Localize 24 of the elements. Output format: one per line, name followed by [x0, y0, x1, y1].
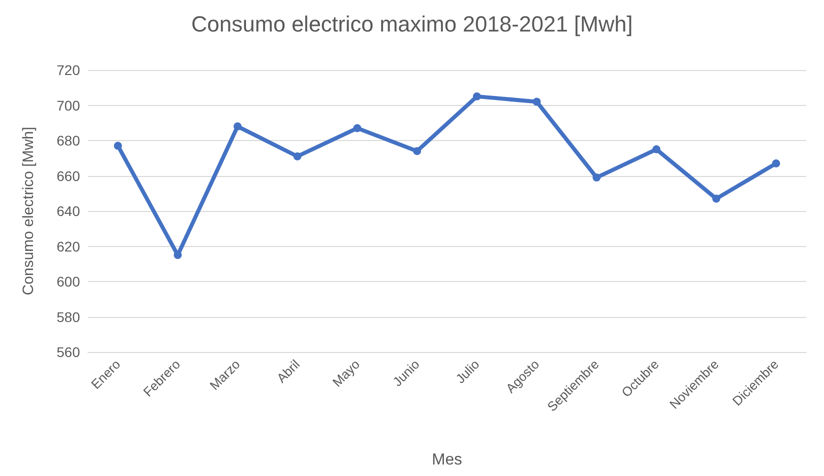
point: [532, 98, 541, 106]
y-tick-label: 620: [56, 238, 80, 254]
point: [353, 124, 362, 132]
chart-title: Consumo electrico maximo 2018-2021 [Mwh]: [191, 12, 633, 36]
point: [293, 152, 302, 160]
point: [234, 122, 242, 130]
point: [592, 174, 601, 182]
y-tick-label: 680: [56, 132, 80, 148]
y-tick-label: 580: [56, 308, 80, 325]
point: [712, 194, 720, 203]
y-tick-label: 600: [56, 274, 80, 290]
point: [652, 145, 660, 154]
y-axis-title: Consumo electrico [Mwh]: [20, 126, 37, 296]
point: [413, 147, 422, 156]
x-tick-label: Julio: [452, 356, 482, 386]
point: [114, 142, 122, 150]
x-axis-title: Mes: [432, 452, 462, 468]
y-tick-label: 640: [56, 203, 80, 219]
y-tick-label: 700: [56, 97, 80, 114]
point: [472, 92, 481, 100]
y-tick-label: 560: [56, 344, 80, 360]
y-tick-label: 660: [56, 168, 80, 184]
point: [772, 159, 780, 168]
y-tick-label: 720: [56, 62, 80, 78]
